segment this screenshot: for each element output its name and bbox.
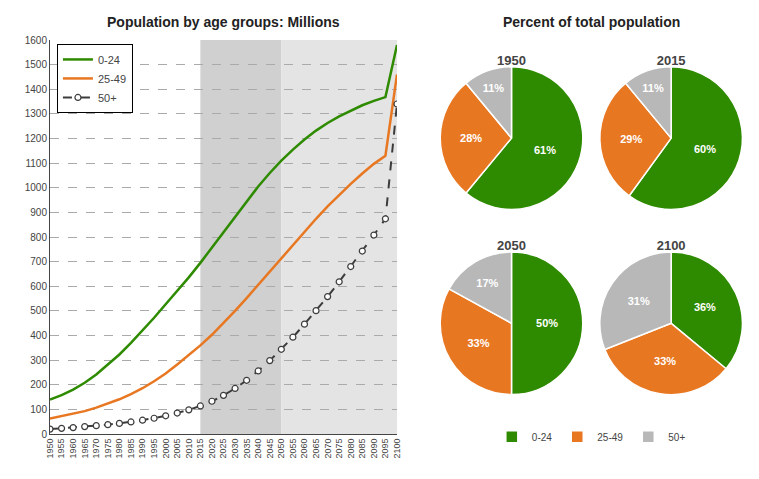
svg-text:700: 700: [30, 256, 47, 267]
svg-text:61%: 61%: [534, 144, 556, 156]
svg-text:300: 300: [30, 355, 47, 366]
svg-text:1970: 1970: [91, 439, 101, 459]
svg-text:2100: 2100: [392, 439, 402, 459]
svg-text:1400: 1400: [25, 84, 48, 95]
svg-text:1200: 1200: [25, 133, 48, 144]
svg-text:2015: 2015: [195, 439, 205, 459]
svg-text:1950: 1950: [45, 439, 55, 459]
svg-text:2070: 2070: [323, 439, 333, 459]
svg-text:2085: 2085: [357, 439, 367, 459]
svg-text:Percent of total population: Percent of total population: [503, 14, 680, 30]
svg-text:1955: 1955: [56, 439, 66, 459]
svg-text:600: 600: [30, 281, 47, 292]
svg-text:1995: 1995: [149, 439, 159, 459]
svg-text:1000: 1000: [25, 182, 48, 193]
svg-text:2100: 2100: [657, 238, 686, 253]
svg-text:2095: 2095: [380, 439, 390, 459]
svg-text:2025: 2025: [218, 439, 228, 459]
svg-text:11%: 11%: [642, 82, 664, 94]
svg-text:0-24: 0-24: [98, 54, 120, 66]
svg-text:Population by age groups: Mill: Population by age groups: Millions: [107, 14, 340, 30]
svg-text:50+: 50+: [98, 92, 117, 104]
svg-text:1990: 1990: [137, 439, 147, 459]
svg-text:33%: 33%: [467, 337, 489, 349]
svg-text:1965: 1965: [80, 439, 90, 459]
svg-text:2075: 2075: [334, 439, 344, 459]
svg-text:2060: 2060: [299, 439, 309, 459]
svg-text:2040: 2040: [253, 439, 263, 459]
svg-text:500: 500: [30, 305, 47, 316]
svg-text:1985: 1985: [126, 439, 136, 459]
svg-text:0: 0: [41, 429, 47, 440]
svg-text:2045: 2045: [265, 439, 275, 459]
svg-text:200: 200: [30, 379, 47, 390]
svg-text:33%: 33%: [654, 355, 676, 367]
svg-text:2005: 2005: [172, 439, 182, 459]
svg-text:2010: 2010: [184, 439, 194, 459]
svg-text:2080: 2080: [346, 439, 356, 459]
svg-text:1500: 1500: [25, 59, 48, 70]
svg-text:2015: 2015: [657, 53, 686, 68]
svg-text:1600: 1600: [25, 35, 48, 46]
svg-text:1950: 1950: [497, 53, 526, 68]
svg-text:900: 900: [30, 207, 47, 218]
svg-text:2050: 2050: [276, 439, 286, 459]
svg-text:31%: 31%: [628, 295, 650, 307]
svg-text:17%: 17%: [476, 277, 498, 289]
svg-text:25-49: 25-49: [597, 432, 623, 443]
svg-text:0-24: 0-24: [532, 432, 552, 443]
svg-text:11%: 11%: [483, 82, 505, 94]
svg-text:2065: 2065: [311, 439, 321, 459]
svg-text:2090: 2090: [369, 439, 379, 459]
svg-text:400: 400: [30, 330, 47, 341]
svg-text:1975: 1975: [103, 439, 113, 459]
svg-text:60%: 60%: [694, 143, 716, 155]
svg-text:50%: 50%: [536, 317, 558, 329]
svg-text:2030: 2030: [230, 439, 240, 459]
svg-text:2000: 2000: [161, 439, 171, 459]
svg-text:2035: 2035: [242, 439, 252, 459]
svg-text:2020: 2020: [207, 439, 217, 459]
svg-text:29%: 29%: [620, 133, 642, 145]
svg-text:2050: 2050: [497, 238, 526, 253]
svg-text:50+: 50+: [668, 432, 685, 443]
svg-text:25-49: 25-49: [98, 73, 126, 85]
svg-text:28%: 28%: [460, 132, 482, 144]
svg-text:800: 800: [30, 232, 47, 243]
svg-text:36%: 36%: [694, 301, 716, 313]
svg-text:1100: 1100: [25, 158, 47, 169]
svg-text:100: 100: [30, 404, 47, 415]
svg-text:1980: 1980: [114, 439, 124, 459]
svg-text:2055: 2055: [288, 439, 298, 459]
svg-text:1300: 1300: [25, 108, 48, 119]
svg-text:1960: 1960: [68, 439, 78, 459]
